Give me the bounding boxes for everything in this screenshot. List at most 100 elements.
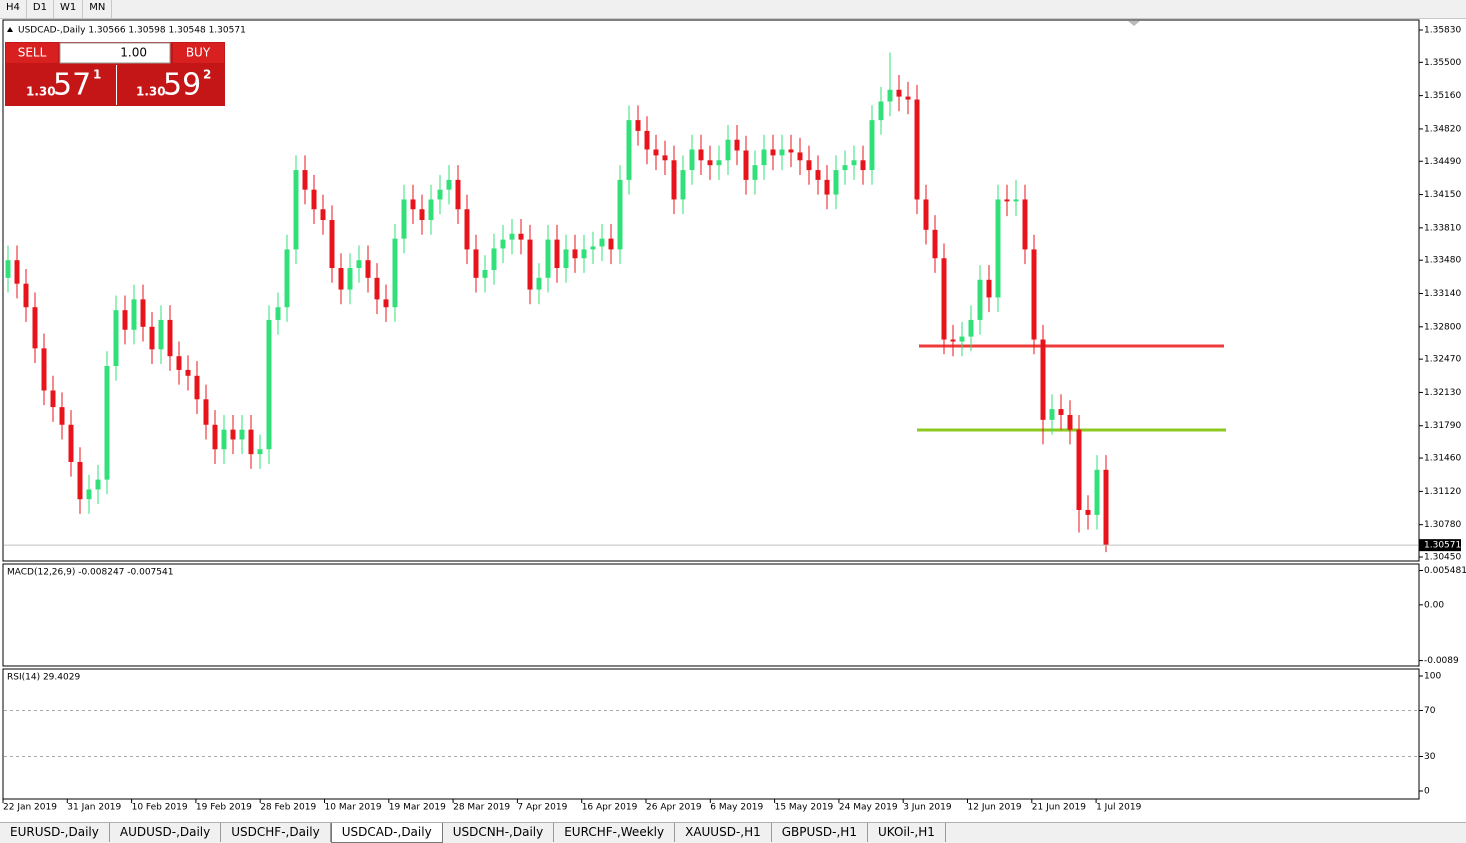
candle-body — [824, 179, 830, 195]
candle-body — [383, 299, 389, 308]
y-tick-label: 1.33810 — [1424, 223, 1461, 233]
period-button[interactable]: MN — [83, 0, 113, 18]
collapse-icon — [7, 27, 13, 32]
candle-body — [410, 199, 416, 210]
chart-tab[interactable]: UKOil-,H1 — [868, 823, 946, 842]
candle-body — [275, 307, 281, 320]
tab-bar: EURUSD-,Daily AUDUSD-,Daily USDCHF-,Daily U… — [0, 822, 1466, 843]
candle-body — [833, 170, 839, 195]
chart-tab[interactable]: EURCHF-,Weekly — [554, 823, 676, 842]
candle-body — [734, 139, 740, 151]
sell-label: SELL — [18, 46, 47, 60]
candle-body — [419, 209, 425, 221]
candle-body — [374, 277, 380, 300]
period-button[interactable]: D1 — [27, 0, 54, 18]
buy-button[interactable] — [173, 43, 224, 63]
buy-big: 1.30 — [136, 85, 166, 99]
x-tick-label: 1 Jul 2019 — [1096, 803, 1141, 813]
y-tick-label: 1.31120 — [1424, 487, 1461, 497]
candle-body — [716, 160, 722, 166]
chart-tab[interactable]: GBPUSD-,H1 — [772, 823, 868, 842]
candle-body — [365, 260, 371, 278]
candle-body — [428, 199, 434, 221]
candle-body — [1022, 199, 1028, 250]
candle-body — [50, 390, 56, 408]
candle-body — [815, 170, 821, 180]
x-tick-label: 3 Jun 2019 — [903, 803, 952, 813]
candle-body — [158, 319, 164, 350]
candle-body — [752, 165, 758, 180]
candle-body — [473, 249, 479, 278]
macd-label: MACD(12,26,9) -0.008247 -0.007541 — [7, 568, 173, 578]
candle-body — [32, 307, 38, 349]
y-tick-label: 0 — [1424, 787, 1430, 797]
period-button[interactable]: W1 — [54, 0, 84, 18]
candle-body — [5, 260, 11, 278]
sell-button[interactable] — [6, 43, 58, 63]
current-price-label: 1.30571 — [1424, 541, 1461, 551]
candle-body — [446, 179, 452, 190]
y-tick-label: 70 — [1424, 706, 1436, 716]
sell-sup: 1 — [93, 68, 101, 82]
candle-body — [113, 310, 119, 366]
x-tick-label: 19 Mar 2019 — [389, 803, 446, 813]
candle-body — [671, 160, 677, 200]
chart-tab[interactable]: AUDUSD-,Daily — [110, 823, 222, 842]
x-tick-label: 15 May 2019 — [775, 803, 834, 813]
chart-tab[interactable]: USDCNH-,Daily — [443, 823, 555, 842]
candle-body — [914, 99, 920, 200]
candle-body — [977, 279, 983, 320]
candle-body — [725, 139, 731, 161]
candle-body — [1085, 509, 1091, 515]
candle-body — [1103, 469, 1109, 546]
candle-body — [212, 424, 218, 450]
candle-body — [869, 120, 875, 171]
lot-value: 1.00 — [120, 46, 147, 60]
candle-body — [14, 260, 20, 284]
y-tick-label: 1.34150 — [1424, 190, 1461, 200]
period-button[interactable]: H4 — [0, 0, 27, 18]
candle-body — [464, 209, 470, 250]
chart-tab[interactable]: EURUSD-,Daily — [0, 823, 110, 842]
candle-body — [779, 149, 785, 156]
candle-body — [527, 239, 533, 290]
candle-body — [806, 160, 812, 171]
candle-body — [959, 336, 965, 342]
y-tick-label: 1.34490 — [1424, 157, 1461, 167]
candle-body — [986, 279, 992, 298]
candle-body — [68, 424, 74, 462]
candle-body — [761, 149, 767, 166]
x-tick-label: 16 Apr 2019 — [582, 803, 638, 813]
candle-body — [554, 239, 560, 269]
candle-body — [572, 249, 578, 259]
x-tick-label: 6 May 2019 — [710, 803, 763, 813]
candle-body — [1076, 429, 1082, 510]
candle-body — [608, 238, 614, 250]
chart-window: USDCAD-,Daily 1.30566 1.30598 1.30548 1.… — [2, 19, 1466, 813]
candle-body — [203, 399, 209, 425]
candle-body — [293, 170, 299, 250]
candle-body — [788, 149, 794, 153]
candle-body — [131, 299, 137, 330]
x-tick-label: 28 Mar 2019 — [453, 803, 510, 813]
candle-body — [95, 479, 101, 490]
y-tick-label: -0.0089 — [1424, 656, 1459, 666]
sell-big: 1.30 — [26, 85, 56, 99]
buy-sup: 2 — [203, 68, 211, 82]
candle-body — [347, 268, 353, 290]
lot-input[interactable] — [59, 42, 171, 64]
candle-body — [401, 199, 407, 239]
candle-body — [590, 246, 596, 250]
x-tick-label: 26 Apr 2019 — [646, 803, 702, 813]
macd-panel — [2, 563, 1420, 667]
chart-tab[interactable]: USDCAD-,Daily — [330, 823, 443, 843]
candle-body — [878, 101, 884, 121]
chart-tab[interactable]: XAUUSD-,H1 — [675, 823, 772, 842]
candle-body — [1040, 339, 1046, 420]
candle-body — [545, 239, 551, 278]
candle-body — [149, 326, 155, 350]
y-tick-label: 1.35830 — [1424, 26, 1461, 36]
y-tick-label: 1.30780 — [1424, 520, 1461, 530]
y-tick-label: 1.35160 — [1424, 91, 1461, 101]
chart-tab[interactable]: USDCHF-,Daily — [221, 823, 331, 842]
